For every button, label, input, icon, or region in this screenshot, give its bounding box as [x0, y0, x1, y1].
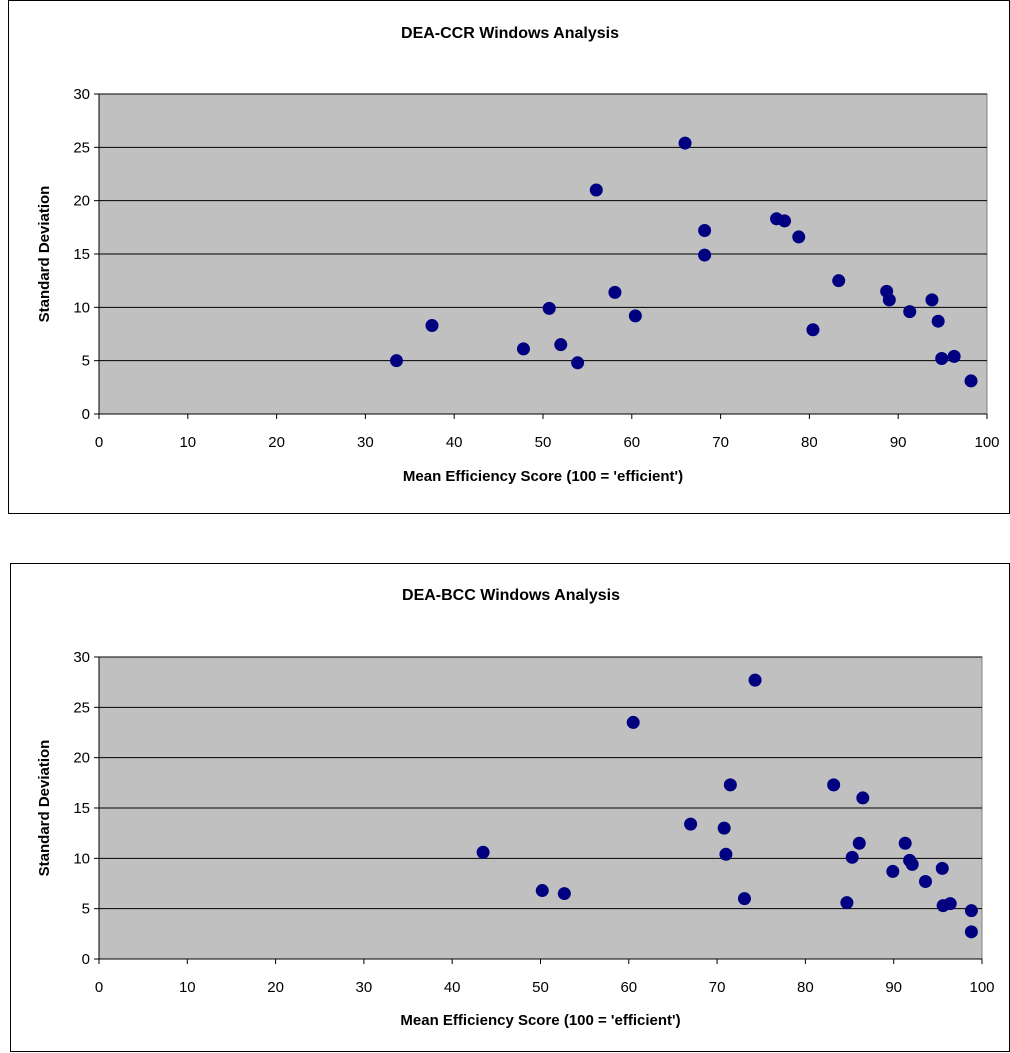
y-tick-label: 0	[82, 951, 90, 968]
data-point	[723, 778, 737, 792]
x-axis-label: Mean Efficiency Score (100 = 'efficient'…	[400, 1012, 680, 1029]
data-point	[845, 850, 859, 864]
chart-svg: 0 5 10 15 20 25 30 0 10 20 30 40 50 60 70 80 90 100 DEA-CC…	[36, 25, 1000, 485]
chart-title: DEA-CCR Windows Analysis	[401, 25, 619, 42]
data-point	[935, 861, 949, 875]
data-point	[557, 887, 571, 901]
x-tick-label: 0	[95, 434, 103, 451]
data-point	[903, 305, 917, 319]
x-tick-label: 80	[797, 979, 814, 996]
chart-svg: 0 5 10 15 20 25 30 0 10 20 30 40 50 60 70 80 90 100 DEA-BC…	[36, 587, 995, 1029]
data-point	[737, 892, 751, 906]
x-tick-label: 50	[532, 979, 549, 996]
x-tick-label: 30	[356, 979, 373, 996]
data-point	[719, 847, 733, 861]
x-tick-label: 30	[357, 434, 374, 451]
x-tick-label: 90	[885, 979, 902, 996]
y-tick-label: 0	[82, 406, 90, 423]
data-point	[943, 897, 957, 911]
x-tick-label: 60	[623, 434, 640, 451]
data-point	[964, 904, 978, 918]
data-point	[806, 323, 820, 337]
x-tick-label: 100	[974, 434, 999, 451]
data-point	[684, 817, 698, 831]
x-tick-label: 10	[179, 979, 196, 996]
data-point	[717, 821, 731, 835]
data-point	[608, 285, 622, 299]
data-point	[698, 248, 712, 262]
x-axis-label: Mean Efficiency Score (100 = 'efficient'…	[403, 468, 683, 485]
data-point	[931, 314, 945, 328]
data-point	[918, 874, 932, 888]
chart-bcc: 0 5 10 15 20 25 30 0 10 20 30 40 50 60 70 80 90 100 DEA-BC…	[10, 563, 1010, 1052]
data-point	[856, 791, 870, 805]
x-tick-label: 40	[446, 434, 463, 451]
data-point	[678, 136, 692, 150]
x-tick-label: 40	[444, 979, 461, 996]
x-tick-label: 10	[179, 434, 196, 451]
y-tick-label: 30	[73, 86, 90, 103]
data-point	[882, 293, 896, 307]
data-point	[626, 715, 640, 729]
data-point	[571, 356, 585, 370]
data-point	[935, 352, 949, 366]
data-point	[698, 224, 712, 238]
x-tick-label: 100	[969, 979, 994, 996]
y-tick-label: 5	[82, 901, 90, 918]
y-tick-label: 15	[73, 800, 90, 817]
x-tick-label: 60	[620, 979, 637, 996]
y-tick-label: 25	[73, 699, 90, 716]
data-point	[535, 884, 549, 898]
x-tick-label: 20	[267, 979, 284, 996]
data-point	[778, 214, 792, 228]
y-tick-label: 20	[73, 193, 90, 210]
data-point	[852, 836, 866, 850]
data-point	[925, 293, 939, 307]
y-tick-label: 25	[73, 139, 90, 156]
data-point	[827, 778, 841, 792]
data-point	[554, 338, 568, 352]
y-tick-label: 20	[73, 750, 90, 767]
data-point	[589, 183, 603, 197]
y-tick-label: 10	[73, 850, 90, 867]
y-axis-label: Standard Deviation	[36, 186, 53, 323]
y-tick-label: 5	[82, 353, 90, 370]
y-axis-label: Standard Deviation	[36, 740, 53, 877]
data-point	[748, 673, 762, 687]
data-point	[947, 349, 961, 363]
x-tick-label: 70	[709, 979, 726, 996]
data-point	[886, 864, 900, 878]
chart-title: DEA-BCC Windows Analysis	[402, 587, 620, 604]
x-tick-label: 70	[712, 434, 729, 451]
data-point	[964, 925, 978, 939]
y-tick-label: 10	[73, 299, 90, 316]
data-point	[840, 896, 854, 910]
data-point	[425, 318, 439, 332]
y-tick-label: 15	[73, 246, 90, 263]
data-point	[905, 857, 919, 871]
data-point	[476, 845, 490, 859]
data-point	[898, 836, 912, 850]
data-point	[964, 374, 978, 388]
x-tick-label: 80	[801, 434, 818, 451]
x-tick-label: 50	[535, 434, 552, 451]
data-point	[516, 342, 530, 356]
y-tick-label: 30	[73, 649, 90, 666]
data-point	[389, 354, 403, 368]
x-tick-label: 0	[95, 979, 103, 996]
data-point	[628, 309, 642, 323]
data-point	[792, 230, 806, 244]
x-tick-label: 90	[890, 434, 907, 451]
data-point	[832, 274, 846, 288]
x-tick-label: 20	[268, 434, 285, 451]
chart-ccr: 0 5 10 15 20 25 30 0 10 20 30 40 50 60 70 80 90 100 DEA-CC…	[8, 0, 1010, 514]
data-point	[542, 301, 556, 315]
